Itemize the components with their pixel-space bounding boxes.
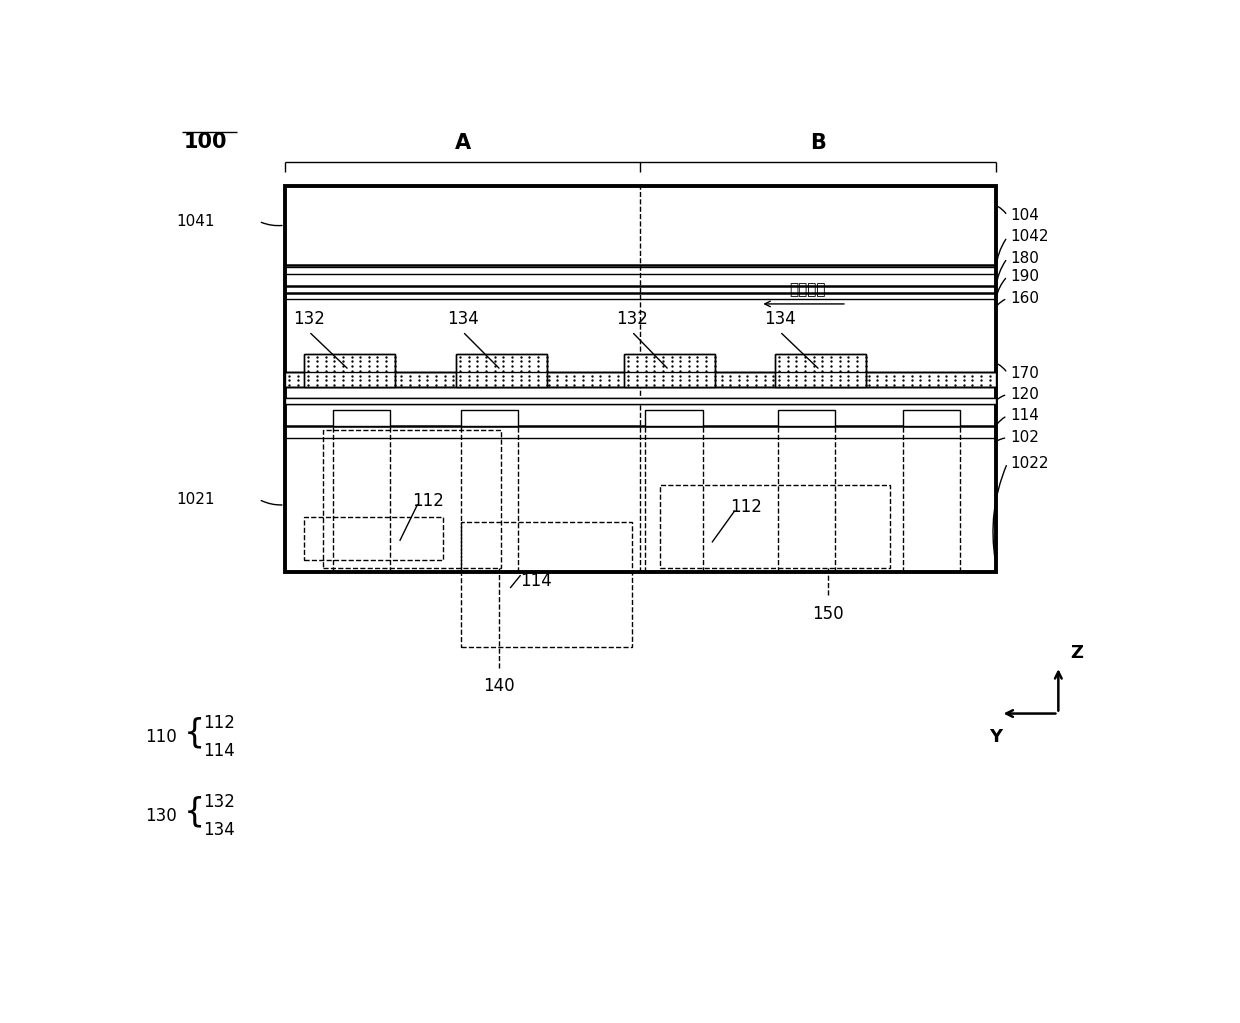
Text: Z: Z [1070,644,1083,662]
Text: {: { [184,796,205,829]
Text: 132: 132 [616,310,647,327]
Bar [775,354,866,371]
Text: 配向方向: 配向方向 [789,282,826,298]
Bar [645,410,703,426]
Text: 1022: 1022 [1011,455,1049,471]
Text: 100: 100 [184,132,227,152]
Text: 114: 114 [521,572,552,589]
Text: 190: 190 [1011,269,1039,283]
Bar [304,517,444,560]
Text: 112: 112 [413,492,444,509]
Text: 1021: 1021 [176,492,215,506]
Text: 140: 140 [484,677,515,696]
Text: 1041: 1041 [176,214,215,229]
Bar [460,410,518,426]
Text: {: { [184,717,205,750]
Text: 112: 112 [729,498,761,517]
Text: B: B [810,133,826,152]
Bar [624,354,715,371]
Text: A: A [454,133,471,152]
Text: 102: 102 [1011,431,1039,445]
Text: 112: 112 [203,714,234,732]
Text: 150: 150 [812,605,843,623]
Text: 120: 120 [1011,387,1039,402]
Text: 132: 132 [293,310,325,327]
Text: 110: 110 [145,728,177,746]
Bar [660,485,890,568]
Bar [304,354,396,388]
Bar [624,354,715,388]
Text: 134: 134 [764,310,796,327]
Text: 104: 104 [1011,209,1039,223]
Bar [304,354,396,371]
Bar [285,371,996,388]
Text: Y: Y [990,727,1002,746]
Text: 170: 170 [1011,366,1039,381]
Text: 1042: 1042 [1011,229,1049,244]
Bar [324,430,501,568]
Text: 160: 160 [1011,291,1039,306]
Text: 180: 180 [1011,251,1039,266]
Text: 134: 134 [446,310,479,327]
Text: 132: 132 [203,793,234,811]
Bar [285,398,996,404]
Text: 114: 114 [1011,408,1039,424]
Text: 114: 114 [203,743,234,760]
Bar [775,354,866,388]
Bar [777,410,836,426]
Text: 130: 130 [145,807,177,825]
Bar [332,410,391,426]
Text: 134: 134 [203,821,234,839]
Bar [903,410,960,426]
Bar [460,522,631,647]
Bar [285,186,996,572]
Bar [456,354,547,388]
Bar [456,354,547,371]
